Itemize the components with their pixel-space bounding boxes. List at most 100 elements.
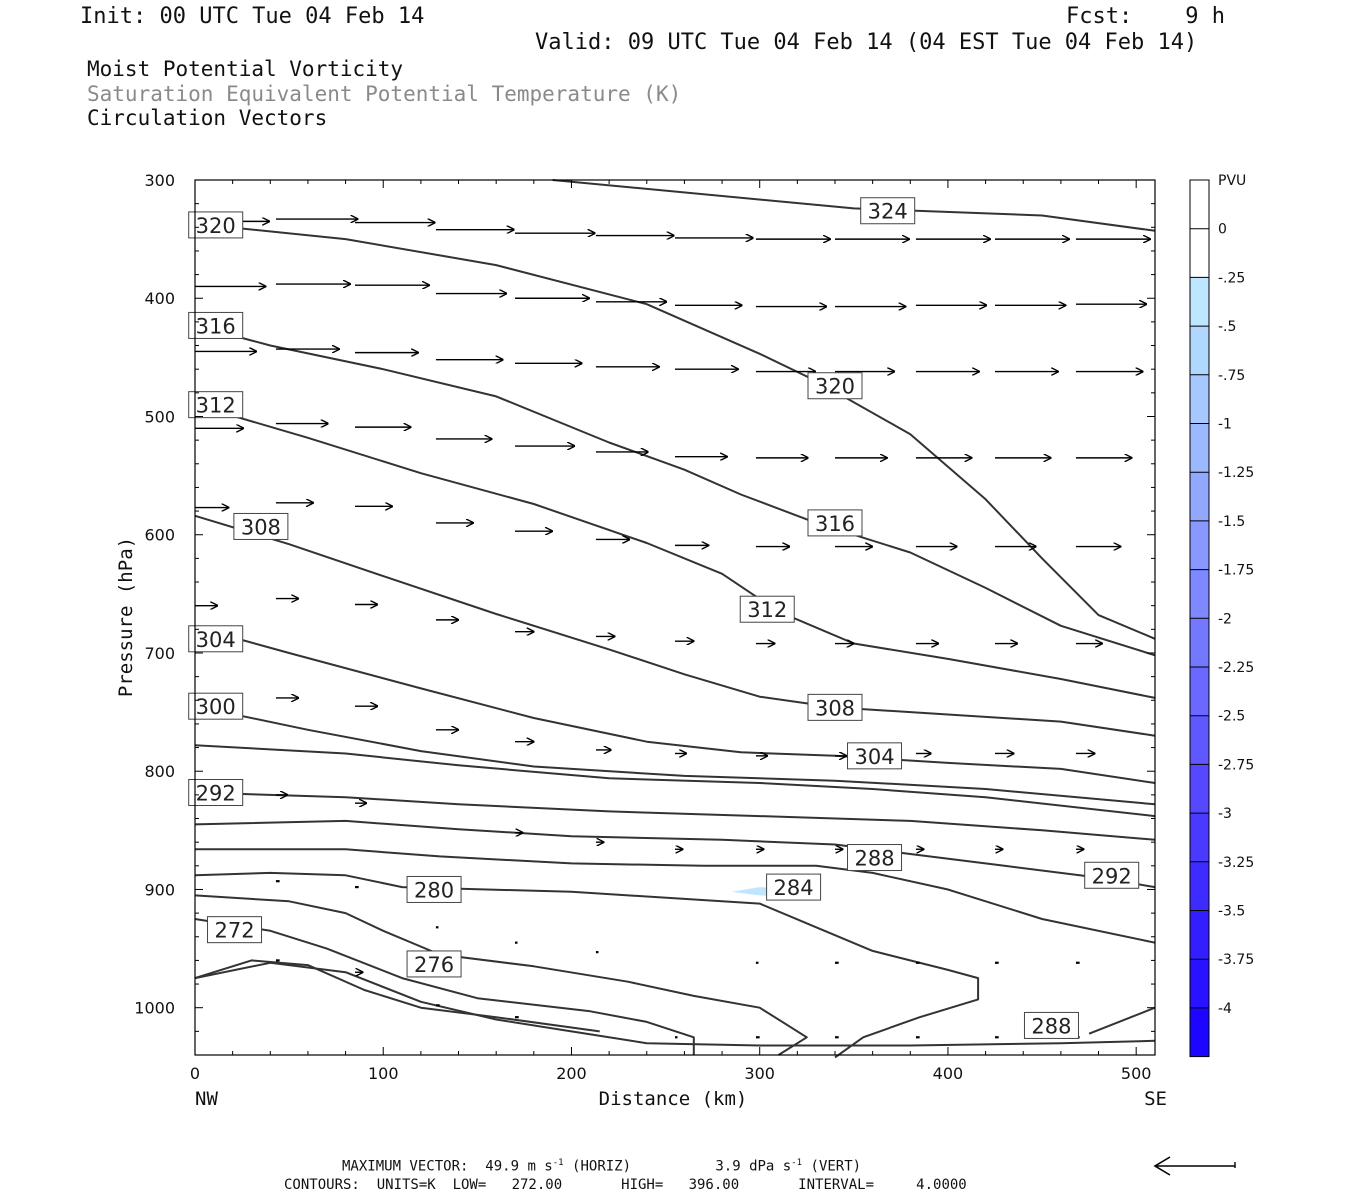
field-title-theta: Saturation Equivalent Potential Temperat… bbox=[87, 82, 682, 106]
theta-contour-276 bbox=[194, 918, 695, 1055]
colorbar-segment bbox=[1190, 472, 1209, 521]
contour-label-text: 316 bbox=[196, 314, 236, 338]
colorbar-segment bbox=[1190, 715, 1209, 765]
vert-tag: (VERT) bbox=[810, 1158, 862, 1175]
theta-contour-272 bbox=[194, 959, 600, 1033]
field-title-pv: Moist Potential Vorticity bbox=[87, 57, 404, 81]
y-axis-label: Pressure (hPa) bbox=[115, 537, 137, 697]
contour-label-box bbox=[807, 372, 863, 400]
theta-contour-320 bbox=[194, 222, 1156, 640]
y-tick-label: 500 bbox=[144, 407, 175, 426]
contour-label: 288 bbox=[847, 844, 903, 872]
x-endpoint-right: SE bbox=[1144, 1088, 1167, 1110]
colorbar-segment bbox=[1190, 910, 1209, 960]
contour-label-box bbox=[1023, 1011, 1079, 1039]
vert-unit: dPa s bbox=[749, 1158, 792, 1175]
colorbar-label: -.75 bbox=[1218, 368, 1245, 384]
theta-contour-296 bbox=[194, 744, 1156, 818]
colorbar-segment bbox=[1190, 959, 1209, 1008]
colorbar-label: -1.75 bbox=[1218, 563, 1254, 579]
contour-label-box bbox=[739, 595, 795, 623]
y-tick-label: 800 bbox=[144, 762, 175, 781]
contour-label: 300 bbox=[188, 692, 244, 720]
y-tick-label: 1000 bbox=[134, 999, 175, 1018]
x-endpoint-left: NW bbox=[195, 1088, 218, 1110]
colorbar-label: -1.5 bbox=[1218, 514, 1245, 530]
contour-label-text: 320 bbox=[196, 214, 236, 238]
contour-label: 304 bbox=[188, 625, 244, 653]
colorbar-label: -3 bbox=[1218, 806, 1232, 822]
contour-label-text: 308 bbox=[241, 515, 281, 539]
contour-label-box bbox=[847, 742, 903, 770]
x-tick-label: 400 bbox=[933, 1064, 964, 1083]
contour-label: 292 bbox=[188, 779, 244, 806]
contour-label-text: 280 bbox=[414, 878, 454, 902]
contour-label-box bbox=[406, 875, 462, 903]
contour-label: 312 bbox=[188, 391, 244, 419]
vert-exponent: -1 bbox=[791, 1158, 803, 1168]
contour-label-text: 304 bbox=[854, 745, 894, 769]
contour-label-text: 312 bbox=[196, 394, 236, 418]
valid-time: Valid: 09 UTC Tue 04 Feb 14 (04 EST Tue … bbox=[535, 30, 1198, 55]
contour-info: CONTOURS: UNITS=K LOW= 272.00 HIGH= 396.… bbox=[284, 1177, 967, 1193]
colorbar-label: -.5 bbox=[1218, 319, 1236, 335]
contour-label: 308 bbox=[807, 693, 863, 721]
contour-label-text: 304 bbox=[196, 628, 236, 652]
vert-value: 3.9 bbox=[715, 1158, 741, 1175]
colorbar-label: -1.25 bbox=[1218, 465, 1254, 481]
contour-label-text: 300 bbox=[196, 695, 236, 719]
contour-label-box bbox=[766, 873, 822, 901]
contour-label-box bbox=[847, 844, 903, 872]
theta-contours bbox=[194, 179, 1156, 1059]
colorbar-segment bbox=[1190, 813, 1209, 862]
x-tick-label: 100 bbox=[368, 1064, 399, 1083]
colorbar-unit: PVU bbox=[1218, 173, 1246, 189]
init-time: Init: 00 UTC Tue 04 Feb 14 bbox=[80, 4, 425, 29]
contour-label-box bbox=[188, 211, 244, 239]
horiz-value: 49.9 bbox=[485, 1158, 520, 1175]
colorbar-segment bbox=[1190, 326, 1209, 375]
colorbar-label: -3.75 bbox=[1218, 952, 1254, 968]
colorbar-label: -2 bbox=[1218, 611, 1232, 627]
forecast-hour: Fcst: 9 h bbox=[1066, 4, 1225, 29]
contour-label-text: 312 bbox=[747, 598, 787, 622]
theta-contour-284 bbox=[194, 871, 980, 1059]
contour-label-text: 288 bbox=[1031, 1014, 1071, 1038]
horiz-exponent: -1 bbox=[552, 1158, 564, 1168]
colorbar-segment bbox=[1190, 520, 1209, 570]
contour-label: 320 bbox=[188, 211, 244, 239]
colorbar-segment bbox=[1190, 374, 1209, 424]
circulation-vectors bbox=[195, 219, 1150, 1039]
contour-label-box bbox=[188, 779, 244, 806]
max-vector-line: MAXIMUM VECTOR: 49.9 m s-1 (HORIZ) 3.9 d… bbox=[342, 1158, 861, 1175]
x-tick-label: 500 bbox=[1121, 1064, 1152, 1083]
colorbar-segment bbox=[1190, 618, 1209, 667]
plot-frame bbox=[194, 179, 1156, 1056]
theta-contour-292 bbox=[194, 819, 1156, 889]
colorbar-label: -3.25 bbox=[1218, 855, 1254, 871]
pv-colorbar: 0 -.25 -.5 -.75 -1 -1.25 -1.5 -1.75 -2 -2.25 -2.5 -… bbox=[1189, 179, 1254, 1058]
contour-label: 308 bbox=[233, 512, 289, 540]
y-tick-label: 400 bbox=[144, 289, 175, 308]
contour-label: 320 bbox=[807, 372, 863, 400]
contour-label: 304 bbox=[847, 742, 903, 770]
horiz-tag: (HORIZ) bbox=[572, 1158, 632, 1175]
contour-label: 324 bbox=[860, 197, 916, 225]
contour-label: 316 bbox=[807, 509, 863, 537]
contour-label-box bbox=[406, 950, 462, 978]
x-axis-label: Distance (km) bbox=[599, 1088, 748, 1110]
colorbar-label: -.25 bbox=[1218, 270, 1245, 286]
contour-label-box bbox=[1084, 861, 1140, 889]
contour-labels: 324 320 320 316 316 312 312 308 308 304 304 300 292 2… bbox=[188, 197, 1140, 1039]
colorbar-label: -1 bbox=[1218, 417, 1232, 433]
colorbar-label: -3.5 bbox=[1218, 904, 1245, 920]
colorbar-label: -4 bbox=[1218, 1001, 1232, 1017]
colorbar-segment bbox=[1190, 277, 1209, 327]
contour-label: 284 bbox=[766, 873, 822, 901]
theta-contour-308 bbox=[194, 514, 1156, 737]
contour-label-box bbox=[188, 692, 244, 720]
theta-contour-288 bbox=[195, 848, 1156, 944]
contour-label-box bbox=[860, 197, 916, 225]
x-tick-label: 0 bbox=[190, 1064, 200, 1083]
